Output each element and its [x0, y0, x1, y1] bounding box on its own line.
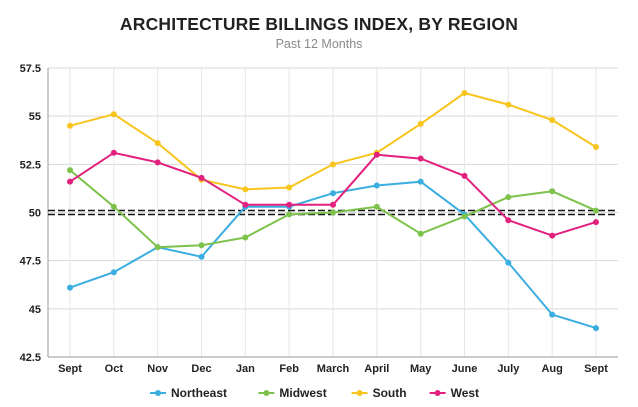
x-tick-label: Sept — [584, 363, 608, 375]
data-point-south — [242, 186, 249, 193]
x-tick-label: Feb — [279, 363, 299, 375]
x-tick-label: Jan — [236, 363, 255, 375]
data-point-south — [593, 143, 599, 150]
data-point-west — [373, 151, 380, 158]
data-point-midwest — [417, 230, 424, 237]
data-point-northeast — [198, 253, 205, 260]
y-tick-label: 47.5 — [20, 256, 41, 268]
y-tick-label: 50 — [29, 208, 41, 220]
data-point-west — [461, 172, 468, 179]
data-point-midwest — [198, 242, 205, 249]
x-tick-label: Sept — [58, 363, 82, 375]
data-point-west — [242, 201, 249, 208]
chart-subtitle: Past 12 Months — [275, 37, 363, 51]
data-point-west — [198, 174, 205, 181]
legend-marker-south — [356, 390, 363, 396]
data-point-midwest — [593, 207, 599, 214]
data-point-south — [286, 184, 293, 191]
data-point-west — [286, 201, 293, 208]
data-point-west — [593, 219, 599, 226]
data-point-south — [154, 140, 161, 147]
data-point-west — [505, 217, 512, 224]
data-point-midwest — [154, 244, 161, 251]
x-tick-label: Aug — [541, 363, 562, 375]
data-point-midwest — [373, 203, 380, 210]
y-tick-label: 55 — [29, 111, 41, 123]
y-tick-label: 57.5 — [20, 63, 41, 75]
data-point-northeast — [373, 182, 380, 189]
data-point-northeast — [110, 269, 117, 276]
data-point-northeast — [593, 325, 599, 332]
data-point-south — [461, 90, 468, 97]
chart-title: ARCHITECTURE BILLINGS INDEX, BY REGION — [119, 14, 519, 34]
legend-marker-northeast — [155, 390, 161, 396]
legend-marker-midwest — [263, 390, 270, 396]
data-point-south — [110, 111, 117, 118]
x-tick-label: May — [410, 363, 432, 375]
data-point-midwest — [461, 213, 468, 220]
data-point-south — [417, 120, 424, 127]
data-point-south — [549, 117, 556, 124]
data-point-midwest — [286, 211, 293, 218]
data-point-northeast — [549, 311, 556, 318]
x-tick-label: March — [317, 363, 350, 375]
y-tick-label: 45 — [29, 304, 41, 316]
x-tick-label: July — [497, 363, 520, 375]
legend-label-west: West — [451, 386, 479, 400]
x-tick-label: June — [452, 363, 478, 375]
y-tick-label: 52.5 — [20, 159, 41, 171]
data-point-west — [154, 159, 161, 166]
data-point-northeast — [417, 178, 424, 185]
data-point-south — [67, 122, 73, 129]
data-point-west — [110, 149, 117, 156]
legend-label-midwest: Midwest — [279, 386, 326, 400]
data-point-south — [330, 161, 336, 168]
x-tick-label: Oct — [105, 363, 124, 375]
y-tick-label: 42.5 — [20, 352, 41, 364]
data-point-midwest — [67, 167, 73, 174]
legend-marker-west — [434, 390, 441, 396]
data-point-west — [67, 178, 73, 185]
legend-label-south: South — [373, 386, 407, 400]
data-point-midwest — [110, 203, 117, 210]
x-tick-label: Nov — [147, 363, 169, 375]
data-point-midwest — [242, 234, 249, 241]
data-point-northeast — [67, 284, 73, 291]
x-tick-label: April — [364, 363, 389, 375]
data-point-south — [505, 101, 512, 108]
data-point-midwest — [505, 194, 512, 201]
data-point-west — [549, 232, 556, 239]
x-tick-label: Dec — [191, 363, 211, 375]
data-point-northeast — [505, 259, 512, 266]
legend-label-northeast: Northeast — [171, 386, 227, 400]
data-point-midwest — [330, 209, 336, 216]
data-point-midwest — [549, 188, 556, 195]
data-point-west — [330, 201, 336, 208]
data-point-west — [417, 155, 424, 162]
data-point-northeast — [330, 190, 336, 197]
